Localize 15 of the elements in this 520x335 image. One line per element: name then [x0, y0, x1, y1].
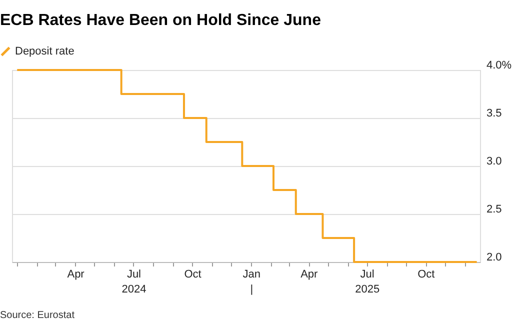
x-tick-label: Oct — [418, 268, 435, 280]
x-tick-label: Jul 2024 — [122, 268, 146, 296]
y-tick-label: 2.0 — [486, 252, 502, 264]
y-tick-label: 4.0% — [486, 60, 512, 72]
x-tick-label: Apr — [67, 268, 85, 280]
y-tick-label: 2.5 — [486, 204, 502, 216]
x-tick-label: Apr — [300, 268, 318, 280]
chart-title: ECB Rates Have Been on Hold Since June — [0, 12, 322, 29]
source-note: Source: Eurostat — [0, 310, 75, 321]
legend-label: Deposit rate — [15, 46, 74, 58]
x-tick-label: Jul 2025 — [355, 268, 380, 296]
y-tick-label: 3.0 — [486, 156, 502, 168]
x-tick-label: Oct — [184, 268, 202, 280]
x-tick-label: Jan | — [242, 268, 260, 296]
y-tick-label: 3.5 — [486, 108, 502, 120]
